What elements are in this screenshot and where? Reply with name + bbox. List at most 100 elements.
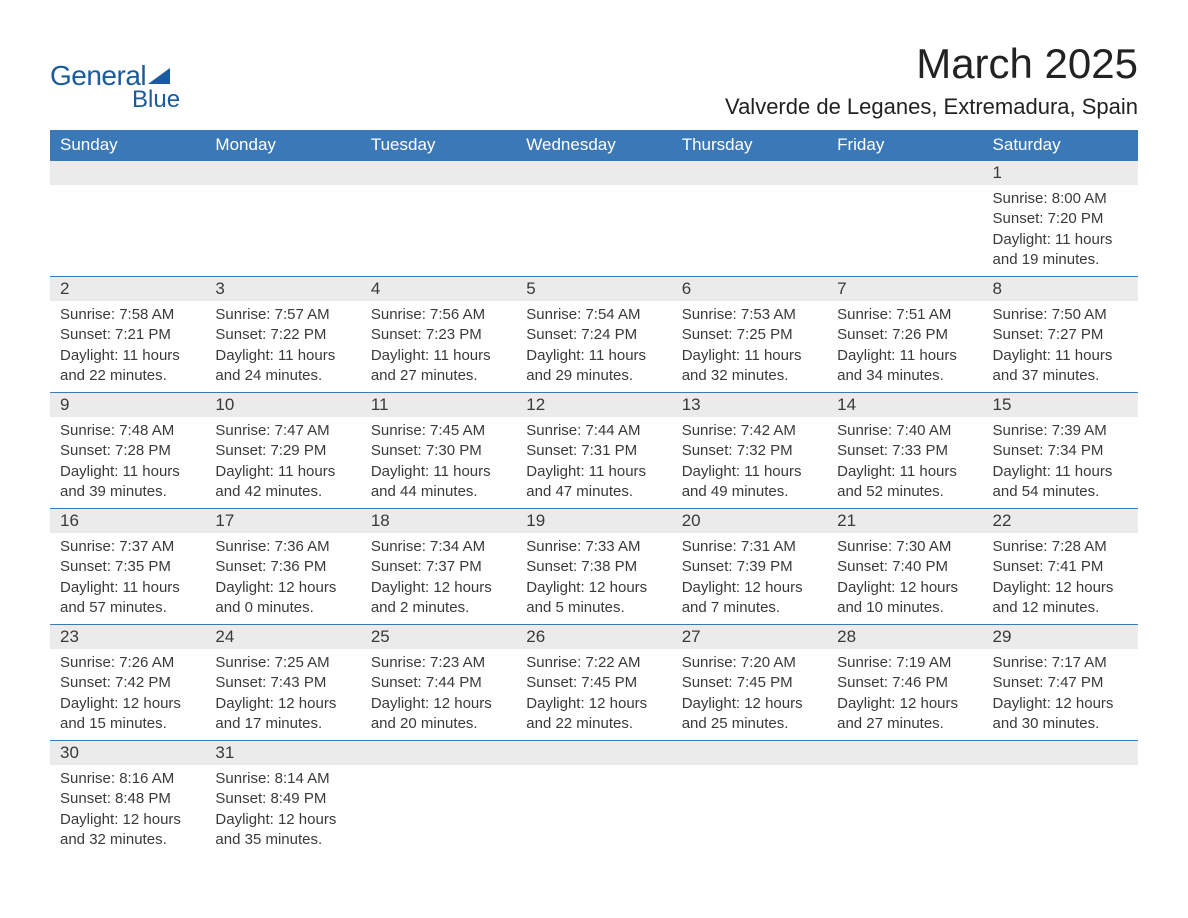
logo-word2: Blue — [132, 86, 180, 114]
sunset-text: Sunset: 7:42 PM — [60, 673, 195, 693]
day-number — [361, 161, 516, 185]
daylight-line1: Daylight: 11 hours — [682, 462, 817, 482]
day-details: Sunrise: 7:50 AMSunset: 7:27 PMDaylight:… — [983, 301, 1138, 392]
sunset-text: Sunset: 7:25 PM — [682, 325, 817, 345]
calendar-cell: 4Sunrise: 7:56 AMSunset: 7:23 PMDaylight… — [361, 277, 516, 393]
daylight-line1: Daylight: 11 hours — [837, 462, 972, 482]
day-number — [672, 741, 827, 765]
calendar-cell: 1Sunrise: 8:00 AMSunset: 7:20 PMDaylight… — [983, 161, 1138, 277]
calendar-cell: 26Sunrise: 7:22 AMSunset: 7:45 PMDayligh… — [516, 625, 671, 741]
daylight-line1: Daylight: 12 hours — [526, 578, 661, 598]
day-details: Sunrise: 7:19 AMSunset: 7:46 PMDaylight:… — [827, 649, 982, 740]
sunrise-text: Sunrise: 8:14 AM — [215, 769, 350, 789]
day-details: Sunrise: 7:47 AMSunset: 7:29 PMDaylight:… — [205, 417, 360, 508]
sunset-text: Sunset: 7:34 PM — [993, 441, 1128, 461]
daylight-line1: Daylight: 11 hours — [60, 462, 195, 482]
day-details: Sunrise: 8:16 AMSunset: 8:48 PMDaylight:… — [50, 765, 205, 856]
daylight-line1: Daylight: 11 hours — [60, 578, 195, 598]
daylight-line1: Daylight: 12 hours — [60, 810, 195, 830]
day-number: 6 — [672, 277, 827, 301]
day-number: 20 — [672, 509, 827, 533]
sunset-text: Sunset: 7:43 PM — [215, 673, 350, 693]
sunrise-text: Sunrise: 7:31 AM — [682, 537, 817, 557]
day-details: Sunrise: 7:23 AMSunset: 7:44 PMDaylight:… — [361, 649, 516, 740]
day-number: 30 — [50, 741, 205, 765]
day-details — [361, 765, 516, 845]
daylight-line2: and 39 minutes. — [60, 482, 195, 502]
daylight-line2: and 22 minutes. — [60, 366, 195, 386]
calendar-cell — [361, 741, 516, 857]
day-number: 10 — [205, 393, 360, 417]
sunrise-text: Sunrise: 7:22 AM — [526, 653, 661, 673]
sunrise-text: Sunrise: 7:19 AM — [837, 653, 972, 673]
calendar-cell: 16Sunrise: 7:37 AMSunset: 7:35 PMDayligh… — [50, 509, 205, 625]
sunrise-text: Sunrise: 7:51 AM — [837, 305, 972, 325]
day-number: 15 — [983, 393, 1138, 417]
calendar-cell: 13Sunrise: 7:42 AMSunset: 7:32 PMDayligh… — [672, 393, 827, 509]
month-title: March 2025 — [725, 40, 1138, 88]
day-number: 14 — [827, 393, 982, 417]
calendar-cell — [827, 741, 982, 857]
calendar-cell: 31Sunrise: 8:14 AMSunset: 8:49 PMDayligh… — [205, 741, 360, 857]
day-number — [672, 161, 827, 185]
daylight-line2: and 32 minutes. — [60, 830, 195, 850]
sunrise-text: Sunrise: 7:53 AM — [682, 305, 817, 325]
day-details: Sunrise: 7:51 AMSunset: 7:26 PMDaylight:… — [827, 301, 982, 392]
calendar-cell: 30Sunrise: 8:16 AMSunset: 8:48 PMDayligh… — [50, 741, 205, 857]
daylight-line1: Daylight: 12 hours — [993, 694, 1128, 714]
day-details — [516, 765, 671, 845]
sunrise-text: Sunrise: 8:16 AM — [60, 769, 195, 789]
sunset-text: Sunset: 7:30 PM — [371, 441, 506, 461]
calendar-cell: 21Sunrise: 7:30 AMSunset: 7:40 PMDayligh… — [827, 509, 982, 625]
col-sunday: Sunday — [50, 130, 205, 161]
sunrise-text: Sunrise: 7:26 AM — [60, 653, 195, 673]
daylight-line1: Daylight: 11 hours — [993, 346, 1128, 366]
day-number: 4 — [361, 277, 516, 301]
sunset-text: Sunset: 7:41 PM — [993, 557, 1128, 577]
daylight-line1: Daylight: 12 hours — [837, 578, 972, 598]
calendar-cell: 25Sunrise: 7:23 AMSunset: 7:44 PMDayligh… — [361, 625, 516, 741]
daylight-line1: Daylight: 11 hours — [371, 346, 506, 366]
daylight-line2: and 25 minutes. — [682, 714, 817, 734]
daylight-line1: Daylight: 11 hours — [837, 346, 972, 366]
day-details: Sunrise: 7:31 AMSunset: 7:39 PMDaylight:… — [672, 533, 827, 624]
day-details: Sunrise: 7:42 AMSunset: 7:32 PMDaylight:… — [672, 417, 827, 508]
calendar-cell: 27Sunrise: 7:20 AMSunset: 7:45 PMDayligh… — [672, 625, 827, 741]
col-thursday: Thursday — [672, 130, 827, 161]
calendar-cell — [516, 161, 671, 277]
day-details: Sunrise: 7:53 AMSunset: 7:25 PMDaylight:… — [672, 301, 827, 392]
day-number: 24 — [205, 625, 360, 649]
calendar-week: 1Sunrise: 8:00 AMSunset: 7:20 PMDaylight… — [50, 161, 1138, 277]
day-details — [827, 185, 982, 265]
calendar-cell: 19Sunrise: 7:33 AMSunset: 7:38 PMDayligh… — [516, 509, 671, 625]
sunset-text: Sunset: 7:22 PM — [215, 325, 350, 345]
sunrise-text: Sunrise: 7:17 AM — [993, 653, 1128, 673]
day-details: Sunrise: 7:25 AMSunset: 7:43 PMDaylight:… — [205, 649, 360, 740]
day-details — [50, 185, 205, 265]
day-details: Sunrise: 7:28 AMSunset: 7:41 PMDaylight:… — [983, 533, 1138, 624]
sunset-text: Sunset: 7:23 PM — [371, 325, 506, 345]
day-number: 31 — [205, 741, 360, 765]
calendar-cell: 20Sunrise: 7:31 AMSunset: 7:39 PMDayligh… — [672, 509, 827, 625]
day-number: 13 — [672, 393, 827, 417]
calendar-cell — [672, 161, 827, 277]
daylight-line2: and 0 minutes. — [215, 598, 350, 618]
sunset-text: Sunset: 7:45 PM — [682, 673, 817, 693]
day-number: 7 — [827, 277, 982, 301]
daylight-line1: Daylight: 11 hours — [215, 346, 350, 366]
day-number — [50, 161, 205, 185]
daylight-line2: and 37 minutes. — [993, 366, 1128, 386]
calendar-cell: 12Sunrise: 7:44 AMSunset: 7:31 PMDayligh… — [516, 393, 671, 509]
sunset-text: Sunset: 7:24 PM — [526, 325, 661, 345]
daylight-line2: and 57 minutes. — [60, 598, 195, 618]
day-number: 28 — [827, 625, 982, 649]
daylight-line2: and 27 minutes. — [837, 714, 972, 734]
day-number: 2 — [50, 277, 205, 301]
sunset-text: Sunset: 7:46 PM — [837, 673, 972, 693]
sunset-text: Sunset: 7:40 PM — [837, 557, 972, 577]
day-details: Sunrise: 7:58 AMSunset: 7:21 PMDaylight:… — [50, 301, 205, 392]
sunrise-text: Sunrise: 8:00 AM — [993, 189, 1128, 209]
day-details: Sunrise: 8:14 AMSunset: 8:49 PMDaylight:… — [205, 765, 360, 856]
daylight-line1: Daylight: 11 hours — [215, 462, 350, 482]
daylight-line1: Daylight: 12 hours — [682, 578, 817, 598]
